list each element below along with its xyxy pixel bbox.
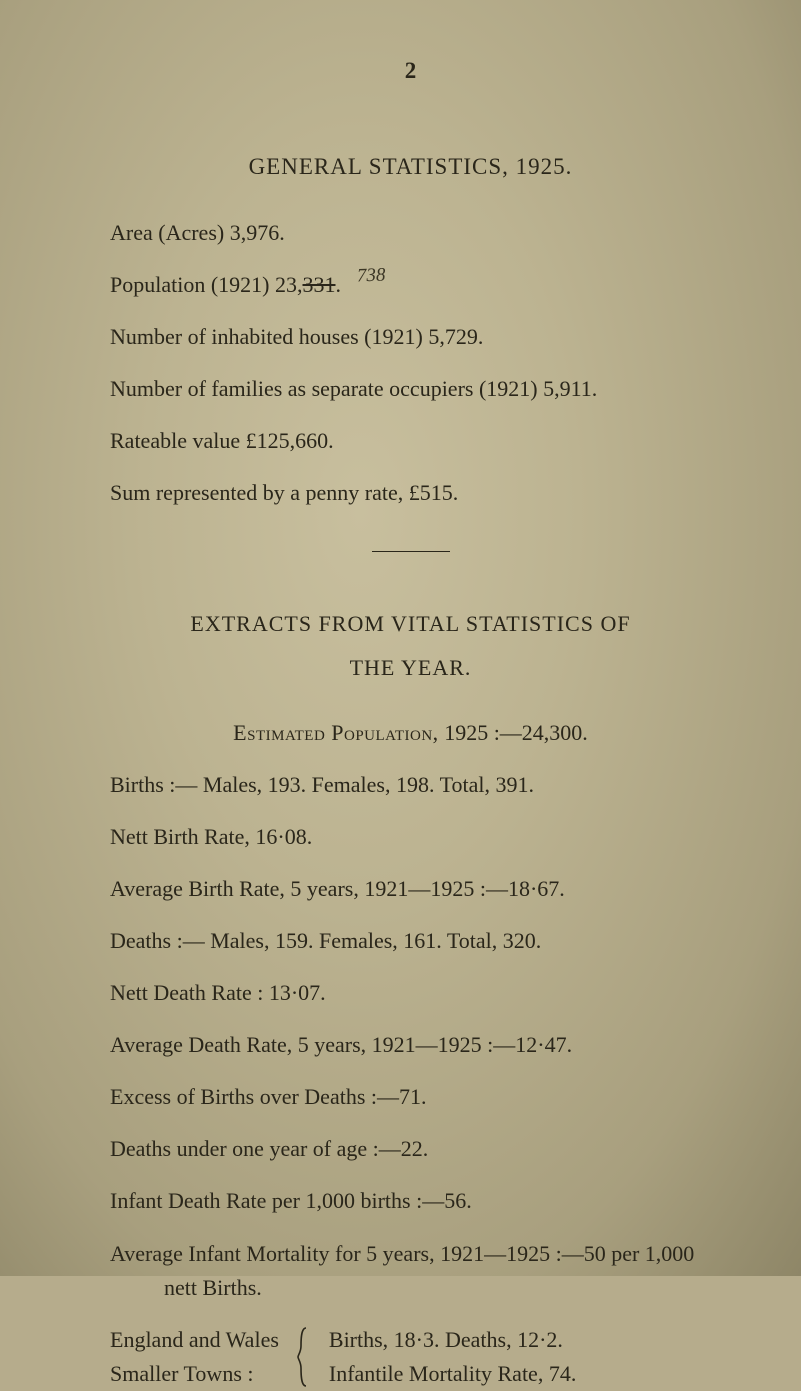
deaths-line: Deaths :— Males, 159. Females, 161. Tota…: [110, 924, 711, 958]
families-line: Number of families as separate occupiers…: [110, 372, 711, 406]
curly-brace-icon: [297, 1326, 311, 1388]
population-line: Population (1921) 23,331.: [110, 268, 711, 302]
population-post: .: [336, 272, 342, 297]
excess-line: Excess of Births over Deaths :—71.: [110, 1080, 711, 1114]
page: 2 GENERAL STATISTICS, 1925. Area (Acres)…: [0, 0, 801, 1276]
avg-death-line: Average Death Rate, 5 years, 1921—1925 :…: [110, 1028, 711, 1062]
section-1-body: Area (Acres) 3,976. 738 Population (1921…: [110, 216, 711, 511]
divider: [372, 551, 450, 552]
avg-birth-line: Average Birth Rate, 5 years, 1921—1925 :…: [110, 872, 711, 906]
estimated-pop-line: Estimated Population, 1925 :—24,300.: [110, 716, 711, 750]
nett-death-line: Nett Death Rate : 13·07.: [110, 976, 711, 1010]
houses-line: Number of inhabited houses (1921) 5,729.: [110, 320, 711, 354]
births-line: Births :— Males, 193. Females, 198. Tota…: [110, 768, 711, 802]
idr-line: Infant Death Rate per 1,000 births :—56.: [110, 1184, 711, 1218]
population-pre: Population (1921) 23,: [110, 272, 303, 297]
england-wales-pair: England and Wales Smaller Towns : Births…: [110, 1323, 711, 1391]
section-1-title: GENERAL STATISTICS, 1925.: [110, 154, 711, 180]
estimated-pop-rest: 1925 :—24,300.: [439, 720, 588, 745]
section-2-body: Estimated Population, 1925 :—24,300. Bir…: [110, 716, 711, 1391]
nett-birth-line: Nett Birth Rate, 16·08.: [110, 820, 711, 854]
section-2-title-l1: EXTRACTS FROM VITAL STATISTICS OF: [190, 611, 630, 636]
section-2-title: EXTRACTS FROM VITAL STATISTICS OF THE YE…: [110, 602, 711, 690]
brace-icon: [297, 1323, 311, 1391]
area-line: Area (Acres) 3,976.: [110, 216, 711, 250]
rateable-line: Rateable value £125,660.: [110, 424, 711, 458]
sum-line: Sum represented by a penny rate, £515.: [110, 476, 711, 510]
pair-left: England and Wales Smaller Towns :: [110, 1323, 279, 1391]
aim-line: Average Infant Mortality for 5 years, 19…: [110, 1237, 711, 1305]
page-number: 2: [110, 58, 711, 84]
pair-right: Births, 18·3. Deaths, 12·2. Infantile Mo…: [329, 1323, 576, 1391]
population-struck: 331: [303, 272, 336, 297]
estimated-pop-label: Estimated Population,: [233, 720, 439, 745]
section-2-title-l2: THE YEAR.: [350, 655, 472, 680]
handwritten-correction: 738: [357, 265, 386, 288]
under1-line: Deaths under one year of age :—22.: [110, 1132, 711, 1166]
